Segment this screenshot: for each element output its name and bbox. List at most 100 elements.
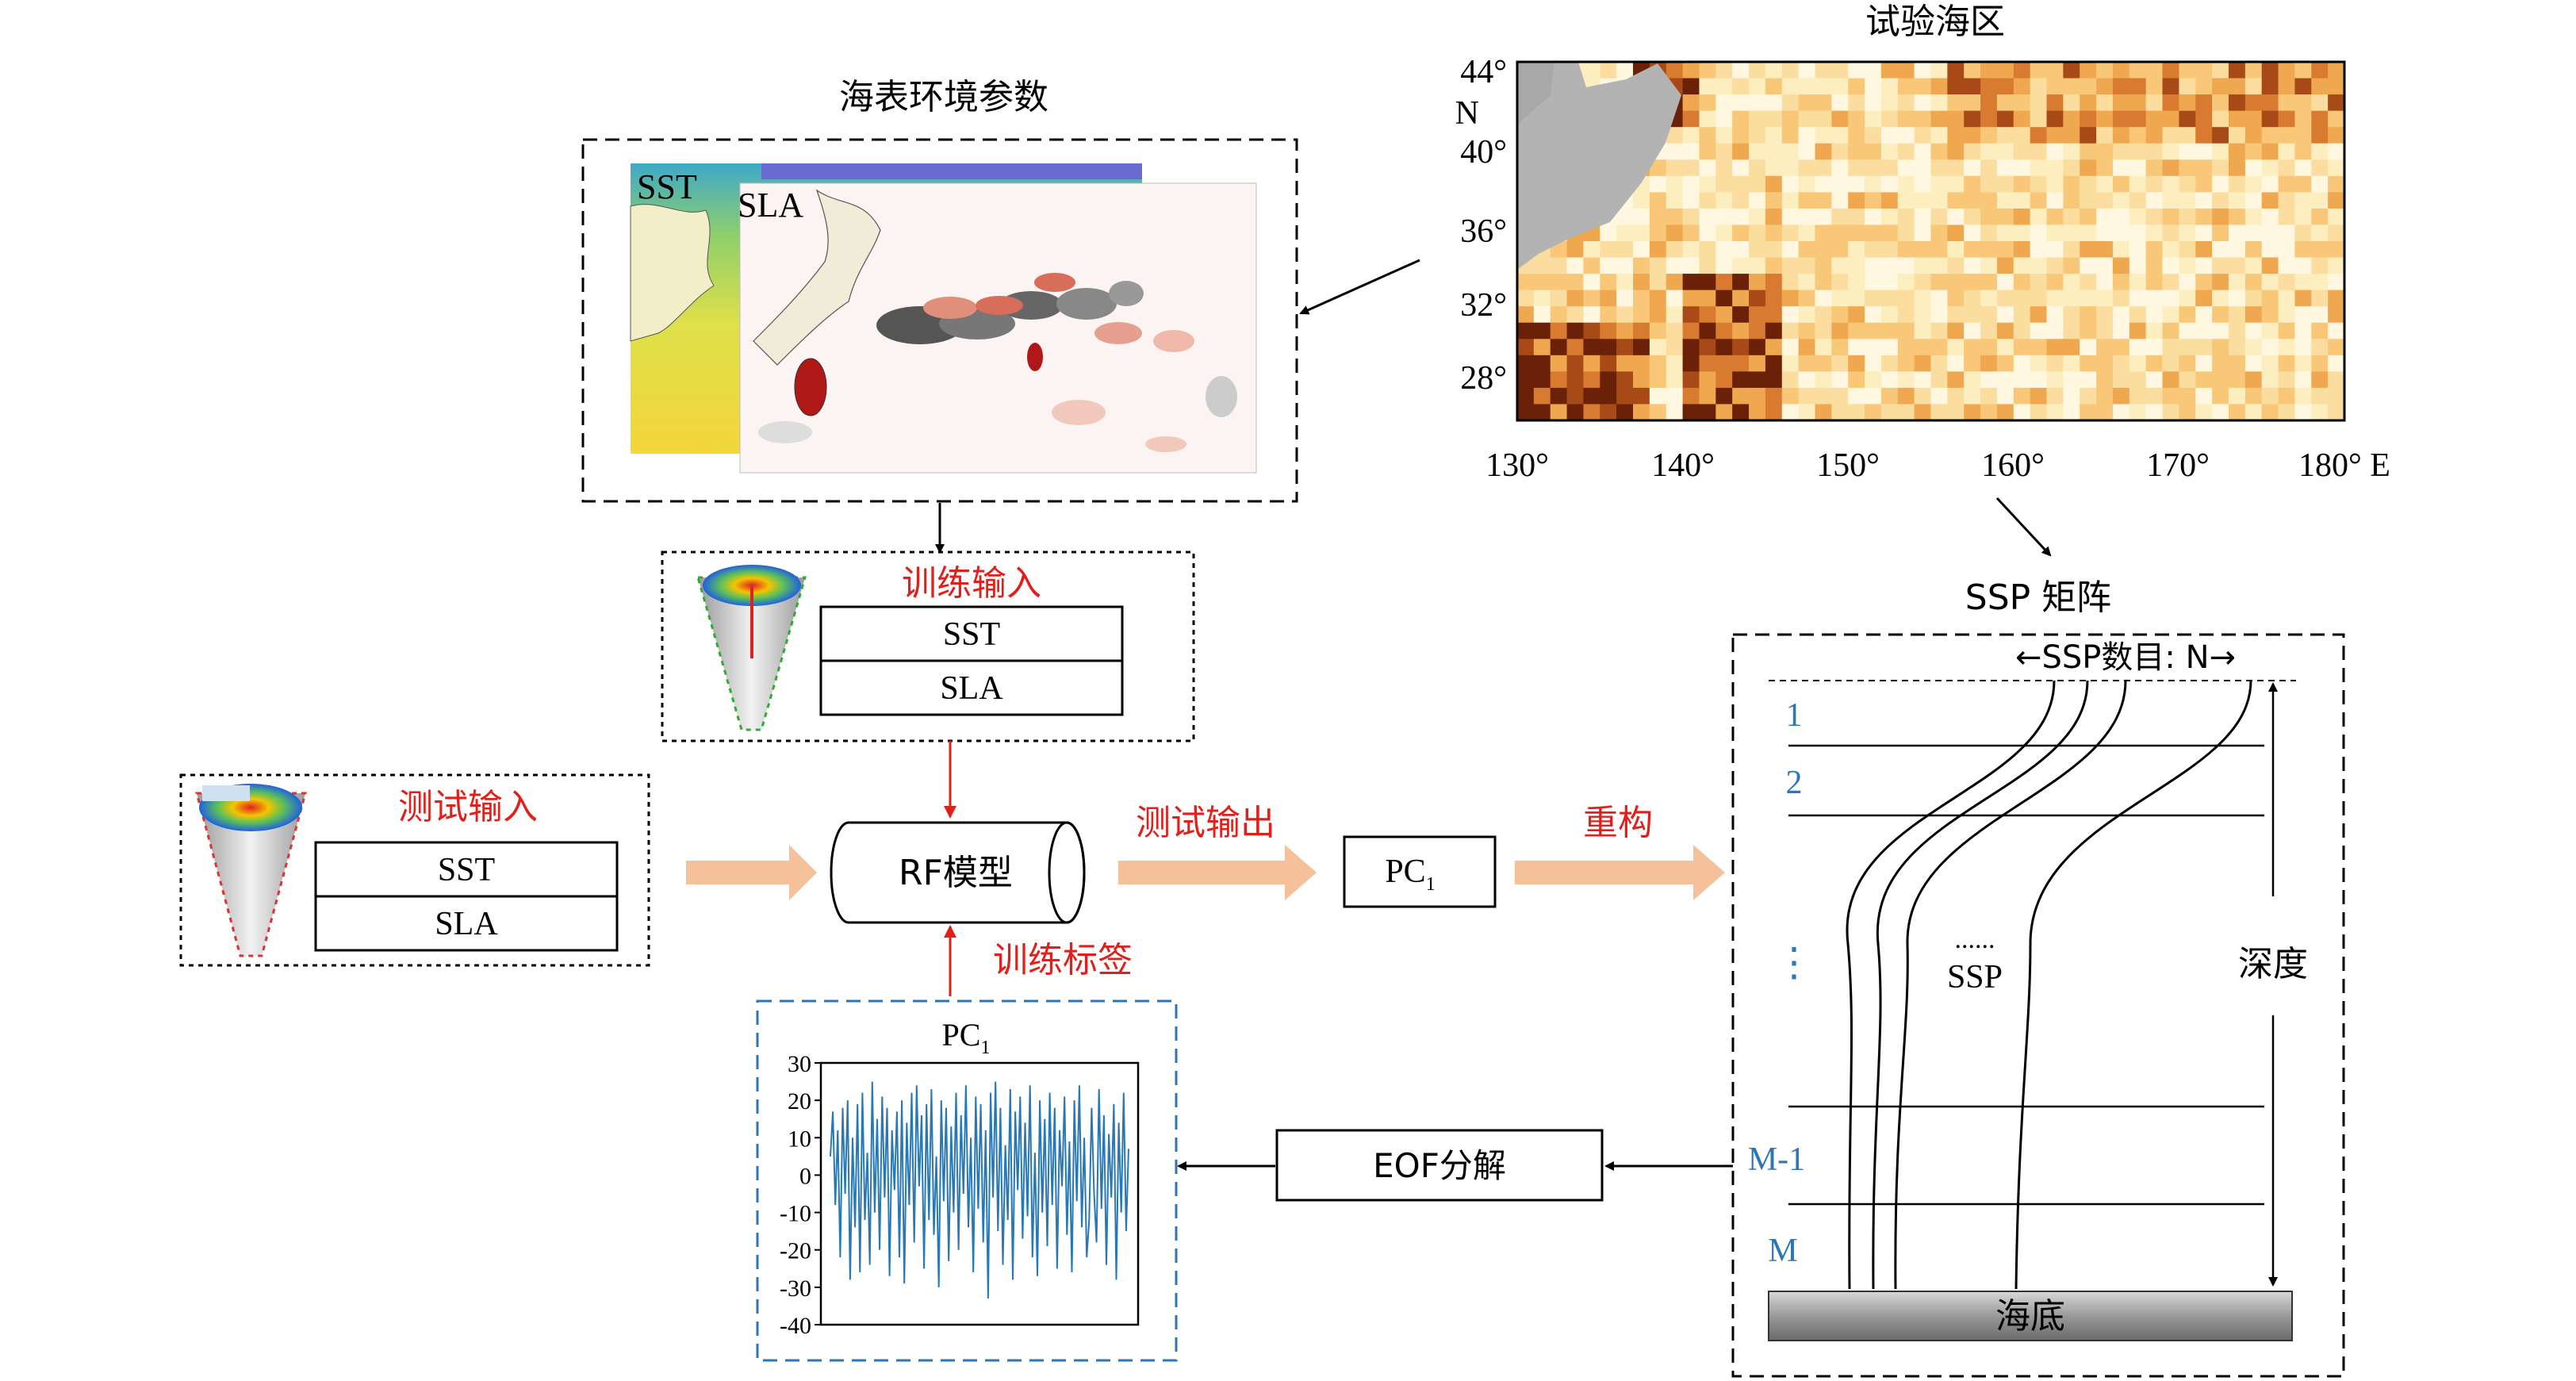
heatmap-cell <box>2013 339 2031 356</box>
heatmap-cell <box>1682 355 1700 372</box>
heatmap-cell <box>1798 159 1815 177</box>
heatmap-cell <box>2195 110 2213 128</box>
heatmap-cell <box>1848 143 1865 160</box>
lat-unit: N <box>1455 95 1479 132</box>
heatmap-cell <box>1550 339 1568 356</box>
heatmap-cell <box>1699 62 1716 79</box>
heatmap-cell <box>1980 127 1998 144</box>
heatmap-cell <box>2030 371 2048 389</box>
heatmap-cell <box>1815 257 1832 274</box>
heatmap-cell <box>2046 208 2064 225</box>
heatmap-cell <box>2063 224 2080 242</box>
heatmap-cell <box>1880 387 1899 405</box>
heatmap-cell <box>2261 257 2279 274</box>
heatmap-cell <box>2195 192 2213 209</box>
heatmap-cell <box>1980 159 1998 177</box>
heatmap-cell <box>2112 127 2130 144</box>
heatmap-cell <box>2013 94 2031 112</box>
heatmap-cell <box>2294 355 2312 372</box>
heatmap-cell <box>2162 306 2179 324</box>
heatmap-cell <box>2294 175 2312 193</box>
heatmap-cell <box>1649 175 1667 193</box>
heatmap-cell <box>2145 290 2164 307</box>
heatmap-cell <box>1781 143 1800 160</box>
heatmap-cell <box>1815 127 1832 144</box>
heatmap-cell <box>1798 306 1815 324</box>
heatmap-cell <box>2328 274 2345 291</box>
heatmap-cell <box>1765 208 1783 225</box>
heatmap-cell <box>2030 322 2048 339</box>
heatmap-cell <box>2162 127 2179 144</box>
ssp-row-dots: ⋮ <box>1774 940 1814 984</box>
heatmap-cell <box>1765 371 1783 389</box>
heatmap-cell <box>2046 175 2064 193</box>
heatmap-cell <box>2294 290 2312 307</box>
heatmap-cell <box>1914 110 1931 128</box>
heatmap-cell <box>2179 322 2196 339</box>
heatmap-cell <box>2278 241 2295 259</box>
heatmap-cell <box>1947 127 1965 144</box>
heatmap-cell <box>2212 224 2229 242</box>
heatmap-cell <box>1749 208 1766 225</box>
heatmap-cell <box>2080 306 2097 324</box>
heatmap-cell <box>2228 208 2246 225</box>
heatmap-cell <box>2046 110 2064 128</box>
heatmap-cell <box>1682 78 1700 95</box>
heatmap-cell <box>2030 127 2048 144</box>
heatmap-cell <box>2244 274 2263 291</box>
heatmap-cell <box>1732 339 1750 356</box>
heatmap-cell <box>1897 290 1915 307</box>
heatmap-cell <box>2112 241 2130 259</box>
model-label: RF模型 <box>899 853 1013 893</box>
heatmap-cell <box>1865 290 1882 307</box>
heatmap-cell <box>2063 290 2080 307</box>
heatmap-cell <box>1715 224 1733 242</box>
heatmap-cell <box>1930 110 1948 128</box>
heatmap-cell <box>1699 404 1716 421</box>
heatmap-cell <box>1749 322 1766 339</box>
heatmap-cell <box>2311 241 2329 259</box>
heatmap-cell <box>1947 192 1965 209</box>
heatmap-cell <box>1815 241 1832 259</box>
heatmap-cell <box>1765 110 1783 128</box>
ssp-curves <box>1846 680 2252 1290</box>
heatmap-cell <box>2162 224 2179 242</box>
heatmap-cell <box>1749 355 1766 372</box>
heatmap-cell <box>1996 224 2014 242</box>
heatmap-cell <box>2129 127 2147 144</box>
heatmap-cell <box>1699 257 1716 274</box>
heatmap-cell <box>1749 62 1766 79</box>
lat-tick-36: 36° <box>1460 213 1507 250</box>
heatmap-cell <box>1865 404 1882 421</box>
heatmap-cell <box>1699 208 1716 225</box>
heatmap-cell <box>2030 306 2048 324</box>
heatmap-cell <box>2179 110 2196 128</box>
heatmap-cell <box>1781 208 1800 225</box>
heatmap-cell <box>1666 127 1684 144</box>
heatmap-cell <box>2112 257 2130 274</box>
heatmap-cell <box>1517 290 1535 307</box>
seabed-bar <box>1768 1291 2293 1341</box>
heatmap-cell <box>1666 257 1684 274</box>
heatmap-cell <box>1980 274 1998 291</box>
heatmap-cell <box>2080 62 2097 79</box>
heatmap-cell <box>2046 78 2064 95</box>
heatmap-cell <box>1682 339 1700 356</box>
heatmap-cell <box>2162 94 2179 112</box>
heatmap-cell <box>2162 143 2179 160</box>
heatmap-cell <box>2228 175 2246 193</box>
heatmap-cell <box>2228 159 2246 177</box>
heatmap-cell <box>2046 62 2064 79</box>
heatmap-cell <box>1566 322 1584 339</box>
heatmap-cell <box>2129 94 2147 112</box>
test-sla-text: SLA <box>435 906 498 942</box>
heatmap-cell <box>2294 371 2312 389</box>
test-sla-cell <box>314 895 619 952</box>
heatmap-cell <box>1600 257 1617 274</box>
heatmap-cell <box>2195 143 2213 160</box>
y-tick-label: 10 <box>788 1126 811 1152</box>
heatmap-cell <box>1765 339 1783 356</box>
heatmap-cell <box>2129 404 2147 421</box>
heatmap-cell <box>1699 143 1716 160</box>
heatmap-cell <box>2328 143 2345 160</box>
